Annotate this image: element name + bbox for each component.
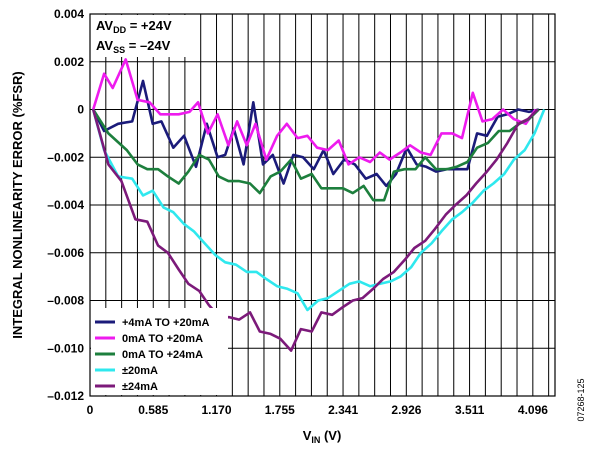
supply-annotation: AVDD = +24V AVSS = –24V [91,15,197,57]
x-tick-label: 4.096 [518,403,548,417]
legend-label: ±24mA [122,381,158,393]
y-tick-label: –0.006 [47,246,84,260]
x-tick-label: 2.341 [328,403,358,417]
x-tick-label: 1.755 [265,403,295,417]
plot-frame [89,13,556,397]
y-tick-labels: 0.004 0.002 0 –0.002 –0.004 –0.006 –0.008 –0.01… [47,7,84,403]
series-line-3 [92,108,540,202]
x-tick-label: 1.170 [202,403,232,417]
y-tick-label: –0.012 [47,389,84,403]
x-tick-labels: 0 0.585 1.170 1.755 2.341 2.926 3.511 4.096 [87,403,549,417]
series-line-2 [91,58,537,166]
y-tick-label: –0.004 [47,198,84,212]
y-tick-label: –0.008 [47,294,84,308]
x-tick-label: 0 [87,403,94,417]
series-line-1 [92,79,540,188]
y-axis-title: INTEGRAL NONLINEARITY ERROR (%FSR) [10,71,25,338]
x-tick-label: 3.511 [455,403,485,417]
legend-label: 0mA TO +20mA [122,333,203,345]
series-line-4 [91,109,546,312]
y-tick-label: 0.002 [54,55,84,69]
svg-text:AVDD = +24V: AVDD = +24V [96,18,172,35]
series-line-5 [91,108,539,352]
y-tick-label: 0.004 [54,7,84,21]
svg-text:AVSS = –24V: AVSS = –24V [96,38,171,55]
series-lines [91,58,546,352]
y-tick-label: 0 [77,103,84,117]
legend-label: 0mA TO +24mA [122,349,203,361]
figure-id: 07268-125 [576,378,586,421]
legend: +4mA TO +20mA 0mA TO +20mA 0mA TO +24mA ±20… [91,308,228,395]
legend-label: ±20mA [122,365,158,377]
y-tick-label: –0.010 [47,341,84,355]
y-tick-label: –0.002 [47,150,84,164]
x-axis-title: VIN (V) [303,428,342,445]
x-tick-label: 0.585 [138,403,168,417]
x-tick-label: 2.926 [391,403,421,417]
legend-label: +4mA TO +20mA [122,317,209,329]
